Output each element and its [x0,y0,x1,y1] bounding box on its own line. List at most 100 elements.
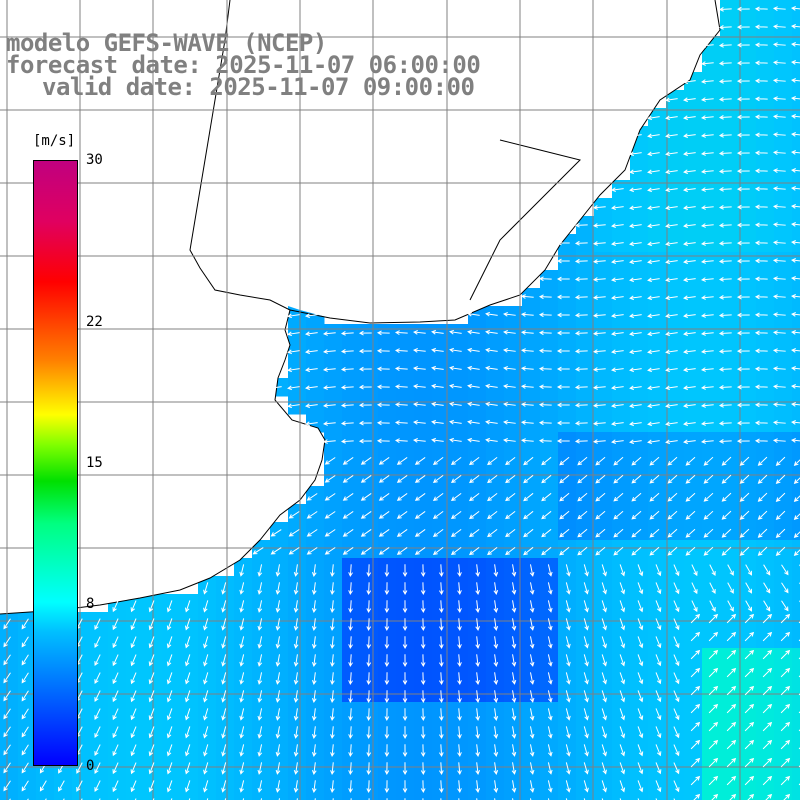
wind-arrow [701,97,714,102]
wind-arrow [619,744,626,757]
wind-arrow [577,474,588,484]
wind-arrow [762,757,773,768]
wind-arrow [611,223,624,229]
wind-arrow [690,685,701,696]
wind-arrow [166,762,173,775]
wind-arrow [529,636,535,649]
wind-arrow [475,600,481,613]
wind-arrow [655,672,662,685]
wind-arrow [726,667,737,678]
wind-arrow [754,24,768,30]
wind-arrow [685,456,696,466]
wind-arrow [772,204,786,209]
wind-arrow [384,618,390,632]
wind-arrow [475,654,481,667]
wind-arrow [76,762,83,774]
wind-arrow [647,169,660,175]
wind-arrow [239,618,245,631]
wind-arrow [112,744,119,757]
wind-arrow [757,456,768,466]
wind-arrow [270,529,282,537]
wind-arrow [384,654,390,668]
wind-arrow [726,739,737,750]
wind-arrow [184,780,191,793]
wind-arrow [311,618,317,631]
wind-arrow [467,365,480,371]
wind-arrow [438,780,444,794]
wind-arrow [647,241,660,247]
wind-arrow [523,456,534,466]
wind-arrow [772,60,786,65]
wind-arrow [718,312,732,318]
wind-arrow [203,672,209,685]
wind-arrow [565,762,571,775]
wind-arrow [358,420,372,426]
wind-arrow [791,330,800,335]
wind-arrow [493,582,499,595]
wind-arrow [744,703,755,714]
wind-arrow [184,708,191,721]
wind-arrow [420,780,426,794]
wind-arrow [611,187,624,193]
wind-arrow [665,187,678,193]
wind-arrow [690,703,701,714]
wind-arrow [257,744,263,757]
wind-arrow [601,780,607,793]
wind-arrow [311,780,317,793]
wind-arrow [184,744,191,757]
wind-arrow [487,492,498,502]
wind-arrow [520,348,534,353]
wind-arrow [311,582,317,595]
wind-arrow [239,762,245,775]
wind-arrow [305,313,318,319]
wind-arrow [475,636,481,649]
wind-arrow [772,186,786,191]
wind-arrow [358,384,372,390]
wind-arrow [449,347,462,353]
wind-arrow [649,546,660,556]
wind-arrow [275,600,281,613]
wind-arrow [780,775,791,786]
wind-arrow [402,708,408,722]
wind-arrow [432,456,444,465]
wind-cell [234,792,253,800]
wind-arrow [611,313,624,319]
wind-cell [792,90,800,109]
wind-cell [18,792,37,800]
wind-arrow [505,474,516,484]
wind-arrow [754,420,768,426]
wind-arrow [293,744,299,757]
wind-arrow [221,762,227,775]
wind-arrow [457,564,462,578]
wind-arrow [613,456,624,466]
wind-arrow [718,132,732,138]
wind-arrow [330,672,335,685]
wind-arrow [565,726,571,739]
wind-arrow [629,421,642,427]
wind-arrow [503,420,516,425]
wind-cell [630,792,649,800]
wind-arrow [323,385,336,390]
wind-arrow [511,690,517,703]
wind-arrow [402,564,408,578]
wind-cell [450,792,469,800]
wind-arrow [257,690,263,703]
wind-arrow [772,438,786,443]
wind-arrow [311,744,317,757]
wind-arrow [718,420,732,426]
wind-cell [180,792,199,800]
wind-arrow [221,672,227,685]
wind-arrow [366,564,372,578]
wind-arrow [665,331,678,337]
wind-arrow [565,708,571,721]
wind-arrow [394,384,408,389]
wind-arrow [469,456,480,466]
wind-arrow [366,582,372,596]
wind-arrow [647,223,660,229]
wind-arrow [772,348,786,353]
wind-arrow [21,672,29,684]
wind-arrow [708,685,719,696]
wind-arrow [311,762,317,775]
wind-arrow [736,6,750,12]
wind-arrow [112,672,119,685]
